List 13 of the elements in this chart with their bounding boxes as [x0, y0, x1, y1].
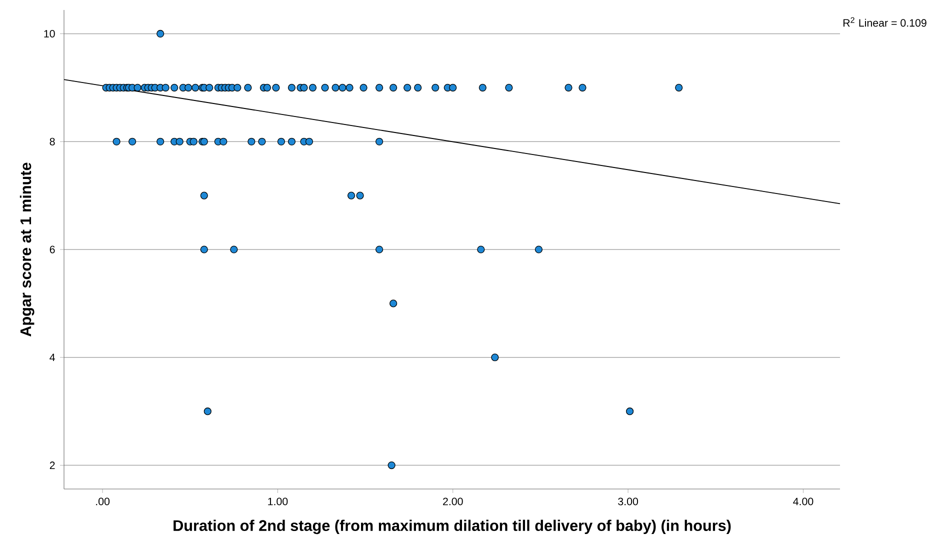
y-tick-label: 4	[50, 354, 55, 362]
y-tick-label: 2	[50, 462, 55, 469]
x-axis-title: Duration of 2nd stage (from maximum dilation till delivery of baby) (in hours)	[174, 520, 731, 534]
x-tick-label: .00	[96, 498, 110, 506]
text: R$^{2}$ Linear = 0.109	[843, 17, 926, 27]
y-tick-label: 8	[50, 138, 55, 146]
x-tick-label: 2.00	[443, 498, 463, 506]
y-tick-label: 6	[50, 246, 55, 254]
y-axis-title: Apgar score at 1 minute	[20, 162, 34, 336]
y-tick-label: 10	[44, 30, 55, 38]
x-tick-label: 3.00	[618, 498, 638, 506]
x-tick-label: 4.00	[793, 498, 814, 506]
x-tick-label: 1.00	[268, 498, 288, 506]
